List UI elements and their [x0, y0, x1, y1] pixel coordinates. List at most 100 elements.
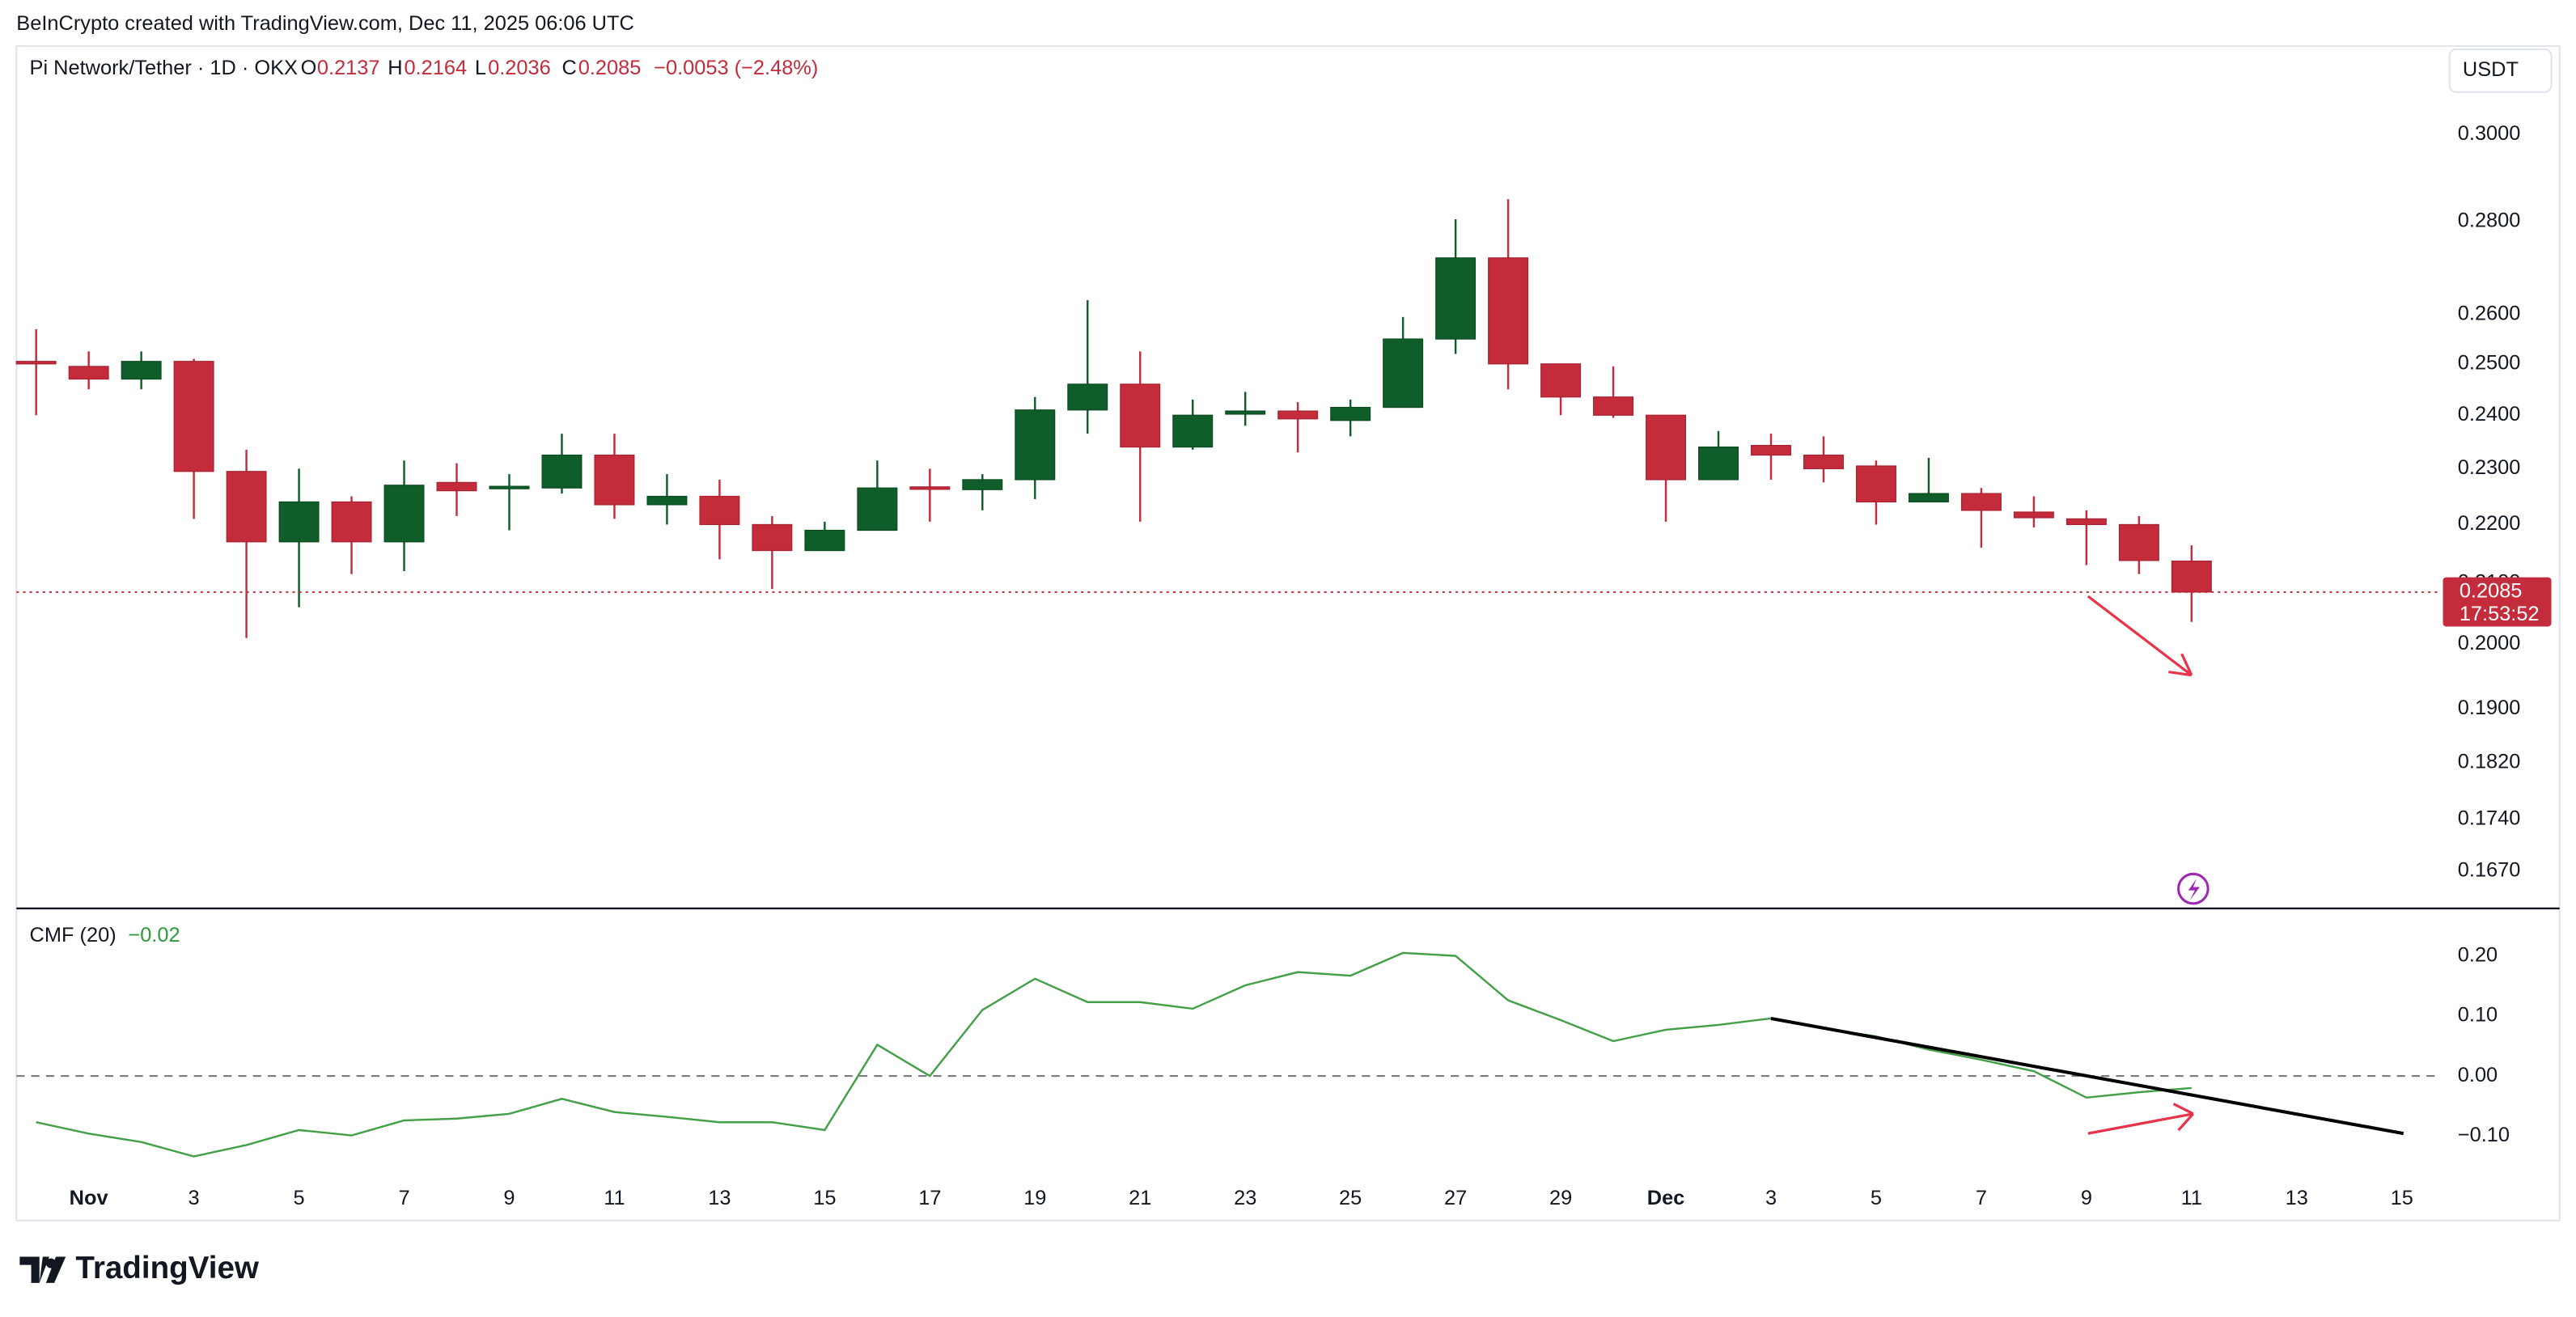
x-tick-label: 15 [2391, 1187, 2413, 1209]
l-value: 0.2036 [488, 57, 551, 79]
annotations [1770, 595, 2404, 1136]
candle-body [489, 485, 530, 489]
x-tick-label: 25 [1339, 1187, 1362, 1209]
candle-body [646, 495, 688, 506]
candle-body [68, 366, 109, 380]
logo-text: TradingView [75, 1251, 260, 1285]
candle-body [1330, 406, 1371, 421]
x-tick-label: 15 [813, 1187, 836, 1209]
y-tick-label: 0.10 [2458, 1004, 2498, 1027]
candle-body [1855, 465, 1896, 503]
candle-body [436, 481, 477, 492]
c-label: C [561, 57, 576, 79]
candle-body [1383, 338, 1424, 409]
y-tick-label: 0.1900 [2458, 697, 2521, 719]
x-tick-label: 3 [1765, 1187, 1777, 1209]
countdown: 17:53:52 [2459, 603, 2540, 625]
o-label: O [301, 57, 317, 79]
candle-body [2118, 523, 2159, 561]
candle-body [1277, 410, 1319, 420]
candle-body [594, 454, 635, 506]
candle-body [909, 486, 951, 490]
change: −0.0053 (−2.48%) [654, 57, 818, 79]
candle-body [2013, 511, 2054, 519]
y-tick-label: 0.1740 [2458, 807, 2521, 830]
trend-line [1770, 1017, 2404, 1136]
down-arrow [2087, 595, 2193, 677]
y-tick-label: −0.10 [2458, 1124, 2510, 1146]
candle-body [383, 485, 425, 543]
frame [15, 44, 2561, 1222]
credit: BeInCrypto created with TradingView.com,… [16, 12, 634, 35]
marks: 0.3000 0.2800 0.2600 0.2500 0.2400 0.2300 0.22… [15, 122, 2552, 1209]
candle-body [121, 361, 162, 380]
x-tick-label: 27 [1444, 1187, 1467, 1209]
y-tick-label: 0.2800 [2458, 209, 2521, 231]
x-tick-label: 21 [1129, 1187, 1151, 1209]
currency[interactable]: USDT [2463, 58, 2519, 81]
candle-body [857, 487, 898, 531]
candle-body [1225, 410, 1266, 415]
currency-box[interactable] [2448, 48, 2553, 93]
symbol: Pi Network/Tether · 1D · OKX [30, 57, 298, 79]
cmf-line [36, 951, 2192, 1158]
candle-body [1015, 409, 1056, 481]
candle-body [752, 523, 793, 552]
candle-body [804, 529, 845, 552]
candle-body [1908, 493, 1949, 503]
x-tick-label: 13 [2286, 1187, 2308, 1209]
lightning-icon[interactable] [2177, 872, 2210, 905]
candle-body [173, 361, 214, 472]
x-tick-label: 9 [503, 1187, 515, 1209]
y-tick-label: 0.2200 [2458, 512, 2521, 535]
candle-body [1803, 454, 1844, 469]
o-value: 0.2137 [317, 57, 380, 79]
candle-body [1540, 363, 1582, 398]
x-tick-label: Nov [70, 1187, 108, 1209]
price-label-box [2443, 577, 2552, 627]
x-tick-label: 11 [2181, 1187, 2202, 1209]
c-value: 0.2085 [578, 57, 642, 79]
candle-body [1067, 383, 1108, 411]
candle-body [15, 361, 57, 365]
x-tick-label: 5 [1871, 1187, 1882, 1209]
candle-body [1593, 396, 1634, 416]
y-tick-label: 0.3000 [2458, 122, 2521, 145]
l-label: L [475, 57, 486, 79]
x-tick-label: 7 [398, 1187, 409, 1209]
y-tick-label: 0.20 [2458, 943, 2498, 966]
y-tick-label: 0.2600 [2458, 303, 2521, 325]
h-value: 0.2164 [405, 57, 468, 79]
candle-body [1751, 444, 1791, 456]
candle-body [962, 479, 1003, 490]
candle-body [699, 495, 740, 526]
x-tick-label: Dec [1647, 1187, 1685, 1209]
x-tick-label: 29 [1549, 1187, 1572, 1209]
cmf-title: CMF (20) [30, 924, 117, 946]
y-tick-label: 0.00 [2458, 1064, 2498, 1086]
candle-body [278, 501, 320, 543]
candle-body [1488, 257, 1529, 365]
candle-body [1646, 414, 1687, 481]
price-label: 0.2085 [2459, 580, 2523, 603]
candle-body [226, 471, 267, 543]
candle-body [1698, 446, 1739, 481]
candle-body [2171, 560, 2212, 593]
candle-body [2065, 518, 2107, 526]
up-arrow [2087, 1103, 2195, 1135]
candle-body [1120, 383, 1161, 448]
x-tick-label: 17 [918, 1187, 941, 1209]
y-tick-label: 0.2000 [2458, 632, 2521, 654]
h-label: H [388, 57, 402, 79]
x-tick-label: 13 [708, 1187, 731, 1209]
y-tick-label: 0.2300 [2458, 456, 2521, 479]
candle-body [331, 501, 372, 543]
x-tick-label: 3 [189, 1187, 200, 1209]
x-tick-label: 5 [294, 1187, 305, 1209]
candle-body [1172, 414, 1214, 448]
y-tick-label: 0.1670 [2458, 858, 2521, 881]
x-tick-label: 23 [1234, 1187, 1256, 1209]
y-tick-label: 0.2400 [2458, 403, 2521, 426]
